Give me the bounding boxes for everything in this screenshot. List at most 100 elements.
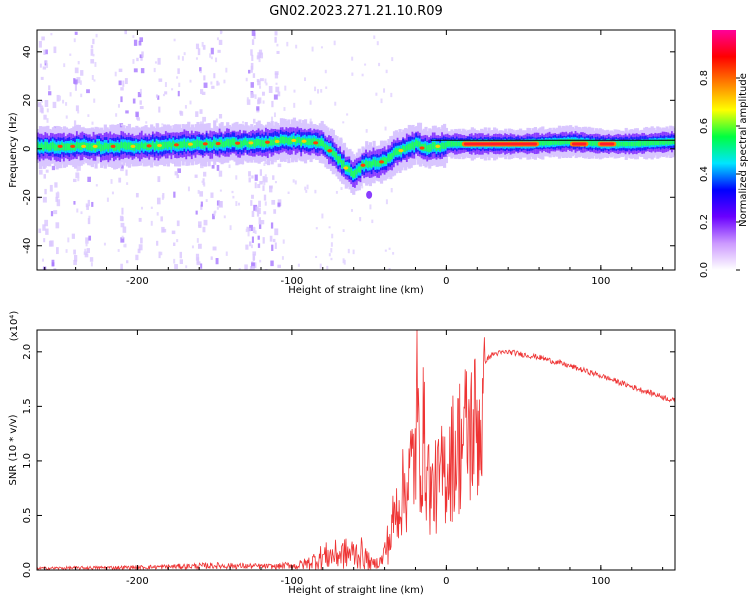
noise-speck (45, 49, 48, 55)
band-cell (418, 141, 423, 148)
noise-speck (160, 251, 163, 256)
band-cell (428, 144, 432, 153)
band-cell (101, 144, 106, 151)
noise-speck (74, 79, 78, 85)
noise-speck (210, 81, 213, 85)
noise-speck (136, 57, 139, 62)
band-hotspot (130, 144, 136, 148)
noise-speck (201, 41, 204, 47)
band-hotspot (157, 143, 163, 148)
band-cell (64, 143, 69, 151)
noise-speck (238, 267, 241, 270)
noise-speck (350, 209, 353, 212)
noise-speck (196, 238, 199, 243)
noise-speck (122, 80, 125, 87)
noise-speck (326, 265, 329, 270)
spectrogram-x-label: Height of straight line (km) (288, 285, 424, 296)
noise-speck (53, 268, 57, 270)
band-cell (294, 138, 298, 145)
noise-speck (250, 244, 253, 249)
band-cell (552, 140, 556, 145)
band-cell (85, 142, 89, 149)
noise-speck (259, 78, 264, 82)
noise-speck (259, 180, 263, 185)
noise-speck (254, 230, 257, 234)
noise-speck (274, 181, 277, 184)
noise-speck (225, 251, 228, 256)
noise-speck (251, 262, 255, 268)
band-cell (357, 166, 361, 173)
noise-speck (275, 86, 280, 93)
colorbar-ticks: 0.0 0.2 0.4 0.6 0.8 (699, 70, 740, 278)
band-cell (331, 148, 335, 156)
noise-speck (93, 79, 96, 82)
noise-speck (385, 69, 388, 74)
noise-speck (264, 174, 267, 179)
noise-speck (324, 69, 327, 74)
noise-speck (87, 114, 90, 117)
band-cell (209, 141, 213, 148)
noise-speck (83, 251, 88, 255)
noise-speck (248, 177, 251, 183)
noise-speck (275, 82, 278, 85)
band-cell (48, 144, 52, 152)
noise-speck (361, 186, 364, 189)
noise-speck (157, 57, 161, 65)
band-cell (444, 142, 449, 149)
band-cell (665, 139, 669, 145)
band-cell (439, 143, 443, 152)
band-cell (144, 142, 148, 150)
band-cell (318, 139, 322, 147)
band-cell (213, 139, 217, 146)
noise-speck (218, 201, 223, 207)
noise-speck (48, 91, 52, 96)
noise-speck (254, 182, 257, 189)
band-hotspot (146, 144, 152, 148)
colorbar-tick-label: 0.8 (699, 70, 710, 86)
band-cell (200, 140, 204, 149)
band-cell (635, 141, 639, 146)
tone-segment-core (599, 142, 615, 146)
band-cell (359, 165, 363, 173)
noise-speck (91, 121, 94, 125)
noise-speck (154, 61, 157, 64)
band-cell (630, 141, 634, 147)
noise-speck (37, 103, 42, 108)
noise-speck (150, 206, 153, 209)
band-cell (283, 136, 287, 145)
noise-speck (295, 44, 298, 49)
noise-speck (91, 201, 94, 207)
noise-speck (263, 162, 266, 166)
noise-speck (330, 242, 333, 247)
noise-speck (45, 228, 49, 235)
band-cell (365, 159, 369, 167)
noise-speck (371, 219, 374, 224)
noise-speck (86, 89, 90, 94)
noise-speck (161, 195, 164, 200)
band-cell (222, 141, 226, 148)
band-cell (205, 139, 209, 146)
noise-speck (118, 68, 123, 73)
band-cell (337, 155, 341, 164)
noise-speck (200, 204, 203, 210)
noise-speck (263, 211, 267, 215)
band-cell (591, 140, 595, 147)
noise-speck (137, 92, 142, 98)
noise-speck (284, 85, 287, 91)
band-cell (352, 171, 356, 178)
band-cell (150, 142, 154, 149)
noise-speck (277, 264, 281, 268)
band-cell (348, 165, 352, 173)
noise-speck (158, 106, 161, 113)
noise-speck (185, 265, 188, 269)
band-hotspot (291, 138, 297, 143)
band-cell (355, 168, 360, 175)
noise-speck (250, 200, 253, 206)
band-cell (620, 141, 625, 147)
band-cell (658, 139, 662, 146)
noise-speck (252, 73, 256, 78)
noise-speck (73, 249, 76, 255)
band-cell (333, 151, 337, 158)
band-cell (155, 140, 159, 149)
